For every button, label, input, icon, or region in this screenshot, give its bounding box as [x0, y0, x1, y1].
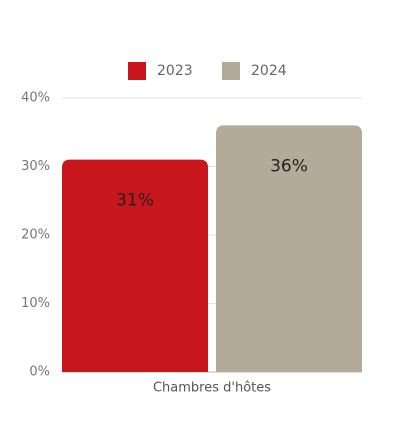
legend-label: 2024	[251, 63, 287, 79]
bar	[216, 125, 362, 373]
legend-swatch	[128, 62, 146, 80]
y-tick-label: 30%	[21, 159, 50, 174]
bar	[62, 159, 208, 372]
y-tick-label: 10%	[21, 296, 50, 311]
legend-label: 2023	[157, 63, 193, 79]
data-label: 36%	[270, 156, 308, 176]
x-tick-label: Chambres d'hôtes	[153, 381, 271, 396]
y-tick-label: 40%	[21, 91, 50, 106]
y-tick-label: 20%	[21, 228, 50, 243]
y-tick-label: 0%	[29, 365, 50, 380]
data-label: 31%	[116, 191, 154, 211]
legend-swatch	[222, 62, 240, 80]
